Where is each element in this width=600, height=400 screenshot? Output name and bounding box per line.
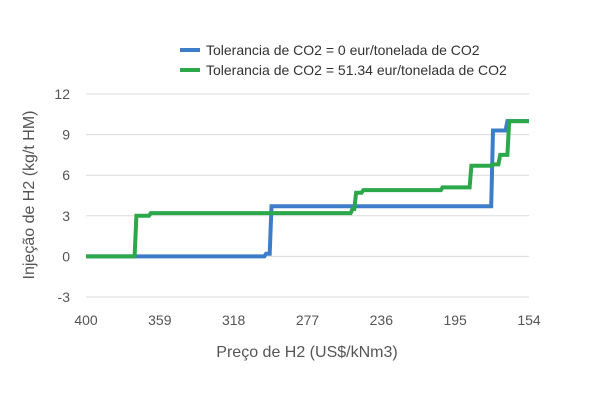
y-axis-title: Injeção de H2 (kg/t HM) — [21, 111, 38, 280]
x-axis-title: Preço de H2 (US$/kNm3) — [216, 344, 397, 361]
x-tick-label-6: 154 — [517, 312, 541, 328]
legend: Tolerancia de CO2 = 0 eur/tonelada de CO… — [180, 42, 507, 78]
legend-item-0: Tolerancia de CO2 = 0 eur/tonelada de CO… — [180, 42, 480, 58]
x-tick-label-0: 400 — [74, 312, 98, 328]
series-line-0 — [86, 119, 529, 259]
legend-label-0: Tolerancia de CO2 = 0 eur/tonelada de CO… — [206, 42, 480, 58]
series-line-1 — [86, 119, 529, 259]
x-tick-labels: 400 359 318 277 236 195 154 — [74, 312, 541, 328]
grid-layer — [86, 93, 529, 298]
y-tick-labels: -3 0 3 6 9 12 — [54, 86, 70, 305]
series-layer — [86, 119, 529, 259]
y-tick-label-4: 9 — [62, 127, 70, 143]
x-tick-label-5: 195 — [443, 312, 467, 328]
x-tick-label-4: 236 — [370, 312, 394, 328]
y-tick-label-1: 0 — [62, 248, 70, 264]
y-tick-label-5: 12 — [54, 86, 70, 102]
y-tick-label-3: 6 — [62, 167, 70, 183]
legend-label-1: Tolerancia de CO2 = 51.34 eur/tonelada d… — [206, 62, 507, 78]
x-tick-label-1: 359 — [148, 312, 172, 328]
y-tick-label-0: -3 — [58, 289, 71, 305]
y-tick-label-2: 3 — [62, 208, 70, 224]
legend-item-1: Tolerancia de CO2 = 51.34 eur/tonelada d… — [180, 62, 507, 78]
x-tick-label-3: 277 — [296, 312, 320, 328]
x-tick-label-2: 318 — [222, 312, 246, 328]
